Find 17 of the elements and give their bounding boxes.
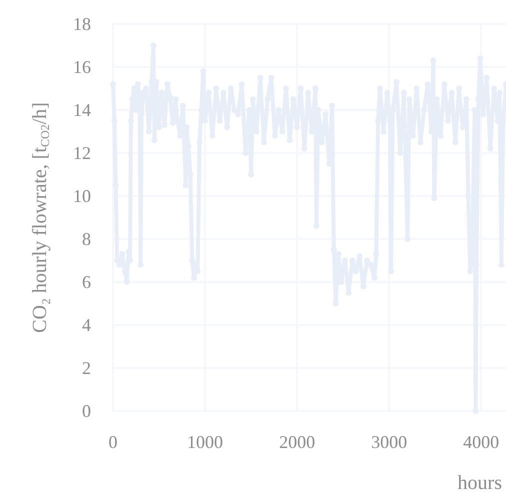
y-tick-label: 18 bbox=[73, 14, 91, 34]
x-tick-label: 2000 bbox=[279, 432, 316, 452]
x-axis-title: hours bbox=[458, 472, 502, 494]
x-tick-label: 0 bbox=[108, 432, 118, 452]
x-tick-label: 4000 bbox=[463, 432, 500, 452]
y-axis-title: CO₂ hourly flowrate, [tCO2/h] bbox=[29, 102, 52, 333]
x-tick-label: 1000 bbox=[187, 432, 224, 452]
y-tick-label: 6 bbox=[82, 272, 91, 292]
y-tick-label: 4 bbox=[82, 315, 91, 335]
y-tick-label: 2 bbox=[82, 358, 91, 378]
x-tick-label: 3000 bbox=[371, 432, 408, 452]
y-tick-label: 10 bbox=[73, 186, 91, 206]
y-tick-label: 12 bbox=[73, 143, 91, 163]
y-tick-label: 8 bbox=[82, 229, 91, 249]
y-tick-label: 14 bbox=[73, 100, 91, 120]
y-tick-label: 0 bbox=[82, 401, 91, 421]
y-tick-label: 16 bbox=[73, 57, 91, 77]
